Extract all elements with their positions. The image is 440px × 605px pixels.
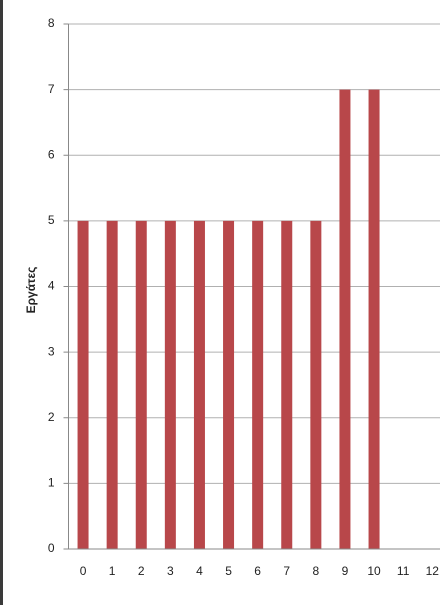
frame-edge bbox=[0, 0, 3, 605]
x-tick-label: 6 bbox=[254, 564, 261, 578]
bar bbox=[368, 89, 380, 549]
x-tick-label: 2 bbox=[138, 564, 145, 578]
bar bbox=[310, 220, 322, 549]
bar bbox=[164, 220, 176, 549]
y-tick-label: 5 bbox=[48, 213, 55, 227]
x-tick-label: 10 bbox=[367, 564, 381, 578]
bar bbox=[77, 220, 89, 549]
y-tick-label: 7 bbox=[48, 82, 55, 96]
x-tick-label: 4 bbox=[196, 564, 203, 578]
bar bbox=[106, 220, 118, 549]
x-tick-label: 0 bbox=[80, 564, 87, 578]
bar bbox=[135, 220, 147, 549]
y-tick-label: 2 bbox=[48, 410, 55, 424]
y-tick-label: 1 bbox=[48, 476, 55, 490]
y-axis-label: Εργάτες bbox=[24, 267, 38, 314]
bar bbox=[281, 220, 293, 549]
x-tick-label: 3 bbox=[167, 564, 174, 578]
y-tick-label: 3 bbox=[48, 344, 55, 358]
x-tick-label: 12 bbox=[426, 564, 440, 578]
x-tick-label: 8 bbox=[313, 564, 320, 578]
y-tick-label: 4 bbox=[48, 279, 55, 293]
x-tick-label: 11 bbox=[397, 564, 410, 578]
y-tick-label: 8 bbox=[48, 16, 55, 30]
bar bbox=[252, 220, 264, 549]
bar bbox=[193, 220, 205, 549]
y-tick-label: 6 bbox=[48, 147, 55, 161]
x-tick-label: 5 bbox=[225, 564, 232, 578]
bar bbox=[339, 89, 351, 549]
bar bbox=[223, 220, 235, 549]
y-tick-label: 0 bbox=[48, 541, 55, 555]
x-tick-label: 1 bbox=[109, 564, 116, 578]
x-tick-label: 7 bbox=[283, 564, 290, 578]
x-tick-label: 9 bbox=[342, 564, 349, 578]
